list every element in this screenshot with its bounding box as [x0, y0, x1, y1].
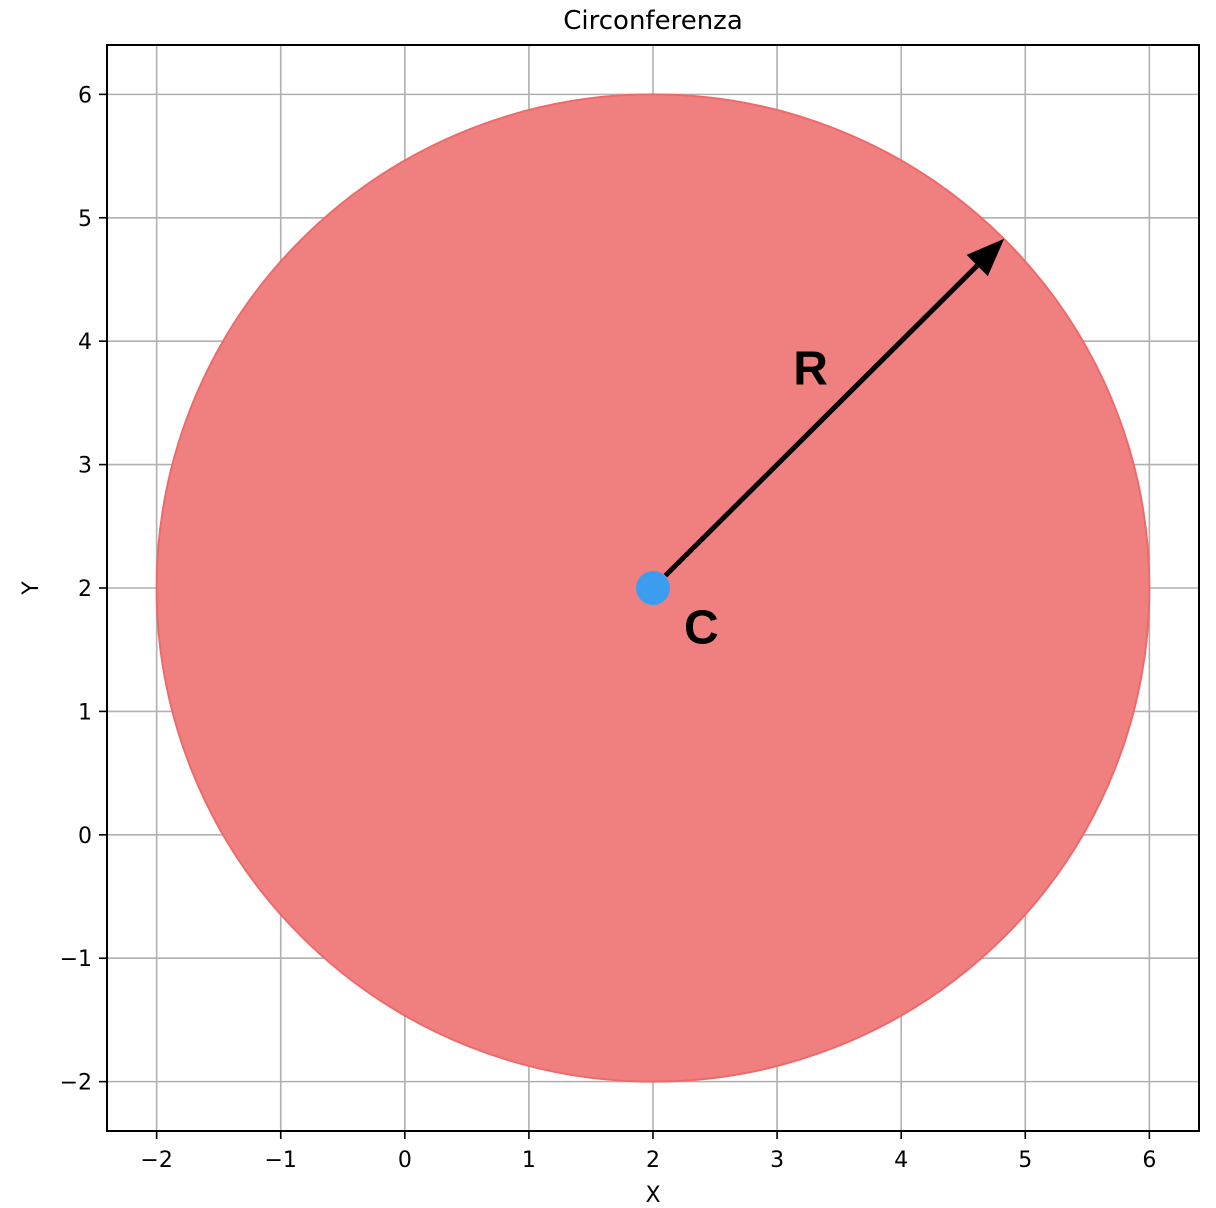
x-tick-label: 2 — [646, 1148, 660, 1173]
x-axis-label: X — [645, 1183, 660, 1208]
center-point — [636, 571, 670, 605]
x-tick-label: 4 — [894, 1148, 908, 1173]
y-tick-label: 5 — [78, 207, 92, 232]
x-tick-label: 5 — [1018, 1148, 1032, 1173]
radius-arrow-head — [966, 238, 1005, 277]
x-tick-label: 3 — [770, 1148, 784, 1173]
x-tick-label: 6 — [1142, 1148, 1156, 1173]
y-axis: −2 −1 0 1 2 3 4 5 6 — [60, 83, 107, 1096]
y-tick-label: 2 — [78, 577, 92, 602]
radius-arrow-shaft — [663, 263, 979, 578]
x-tick-label: 1 — [522, 1148, 536, 1173]
annotation-r: R — [793, 342, 828, 395]
x-axis: −2 −1 0 1 2 3 4 5 6 — [140, 1131, 1156, 1173]
y-tick-label: 6 — [78, 83, 92, 108]
chart-title: Circonferenza — [563, 6, 743, 36]
x-tick-label: −2 — [140, 1148, 172, 1173]
y-tick-label: −2 — [60, 1071, 92, 1096]
y-tick-label: 0 — [78, 824, 92, 849]
y-tick-label: −1 — [60, 947, 92, 972]
x-tick-label: −1 — [265, 1148, 297, 1173]
y-tick-label: 1 — [78, 700, 92, 725]
y-tick-label: 3 — [78, 454, 92, 479]
y-tick-label: 4 — [78, 330, 92, 355]
annotation-c: C — [684, 602, 719, 655]
y-axis-label: Y — [19, 581, 44, 596]
x-tick-label: 0 — [398, 1148, 412, 1173]
